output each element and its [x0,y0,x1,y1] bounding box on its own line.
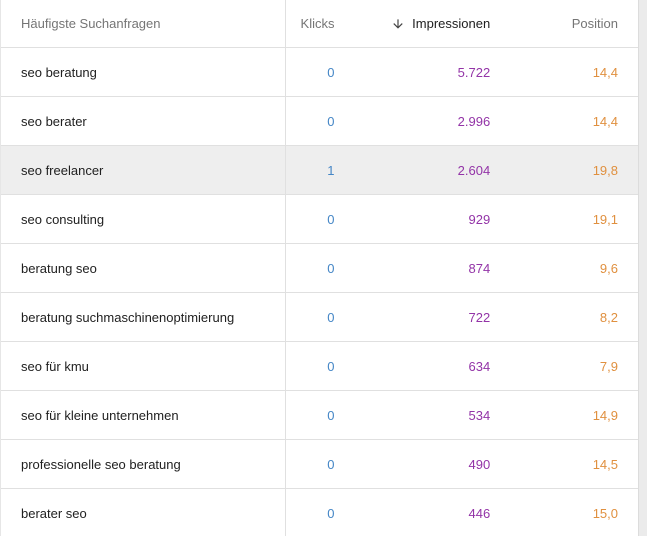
position-cell: 14,9 [592,407,618,423]
impressions-cell: 490 [468,456,491,472]
query-cell: seo beratung [1,48,286,96]
position-cell: 8,2 [599,309,618,325]
table-row[interactable]: seo für kleine unternehmen 0 534 14,9 [1,391,638,440]
impressions-cell: 446 [468,505,491,521]
table-row[interactable]: beratung suchmaschinenoptimierung 0 722 … [1,293,638,342]
column-header-impressions-label: Impressionen [412,16,491,31]
impressions-cell: 2.996 [457,113,491,129]
clicks-cell: 0 [327,64,335,80]
table-row[interactable]: seo beratung 0 5.722 14,4 [1,48,638,97]
query-cell: seo für kleine unternehmen [1,391,286,439]
query-cell: beratung seo [1,244,286,292]
query-cell: berater seo [1,489,286,536]
position-cell: 19,8 [592,162,618,178]
query-cell: seo für kmu [1,342,286,390]
table-header-row: Häufigste Suchanfragen Klicks Impression… [1,0,638,48]
impressions-cell: 534 [468,407,491,423]
clicks-cell: 0 [327,407,335,423]
clicks-cell: 0 [327,211,335,227]
position-cell: 9,6 [599,260,618,276]
position-cell: 14,4 [592,64,618,80]
clicks-cell: 0 [327,505,335,521]
clicks-cell: 0 [327,456,335,472]
query-cell: seo freelancer [1,146,286,194]
position-cell: 7,9 [599,358,618,374]
query-cell: beratung suchmaschinenoptimierung [1,293,286,341]
table-row[interactable]: professionelle seo beratung 0 490 14,5 [1,440,638,489]
table-row[interactable]: berater seo 0 446 15,0 [1,489,638,536]
table-row[interactable]: seo consulting 0 929 19,1 [1,195,638,244]
impressions-cell: 2.604 [457,162,491,178]
position-cell: 19,1 [592,211,618,227]
column-header-queries[interactable]: Häufigste Suchanfragen [1,0,286,47]
clicks-cell: 0 [327,260,335,276]
impressions-cell: 634 [468,358,491,374]
table-row[interactable]: seo freelancer 1 2.604 19,8 [1,146,638,195]
query-cell: professionelle seo beratung [1,440,286,488]
column-header-impressions[interactable]: Impressionen [334,0,490,47]
position-cell: 14,4 [592,113,618,129]
column-header-clicks[interactable]: Klicks [300,16,335,31]
impressions-cell: 722 [468,309,491,325]
position-cell: 15,0 [592,505,618,521]
table-body: seo beratung 0 5.722 14,4 seo berater 0 … [1,48,638,536]
position-cell: 14,5 [592,456,618,472]
table-row[interactable]: seo für kmu 0 634 7,9 [1,342,638,391]
query-cell: seo consulting [1,195,286,243]
impressions-cell: 874 [468,260,491,276]
column-header-position[interactable]: Position [571,16,618,31]
arrow-downward-icon [391,17,405,31]
table-row[interactable]: beratung seo 0 874 9,6 [1,244,638,293]
query-cell: seo berater [1,97,286,145]
clicks-cell: 0 [327,113,335,129]
impressions-cell: 5.722 [457,64,491,80]
clicks-cell: 0 [327,358,335,374]
table-row[interactable]: seo berater 0 2.996 14,4 [1,97,638,146]
impressions-cell: 929 [468,211,491,227]
clicks-cell: 1 [327,162,335,178]
clicks-cell: 0 [327,309,335,325]
